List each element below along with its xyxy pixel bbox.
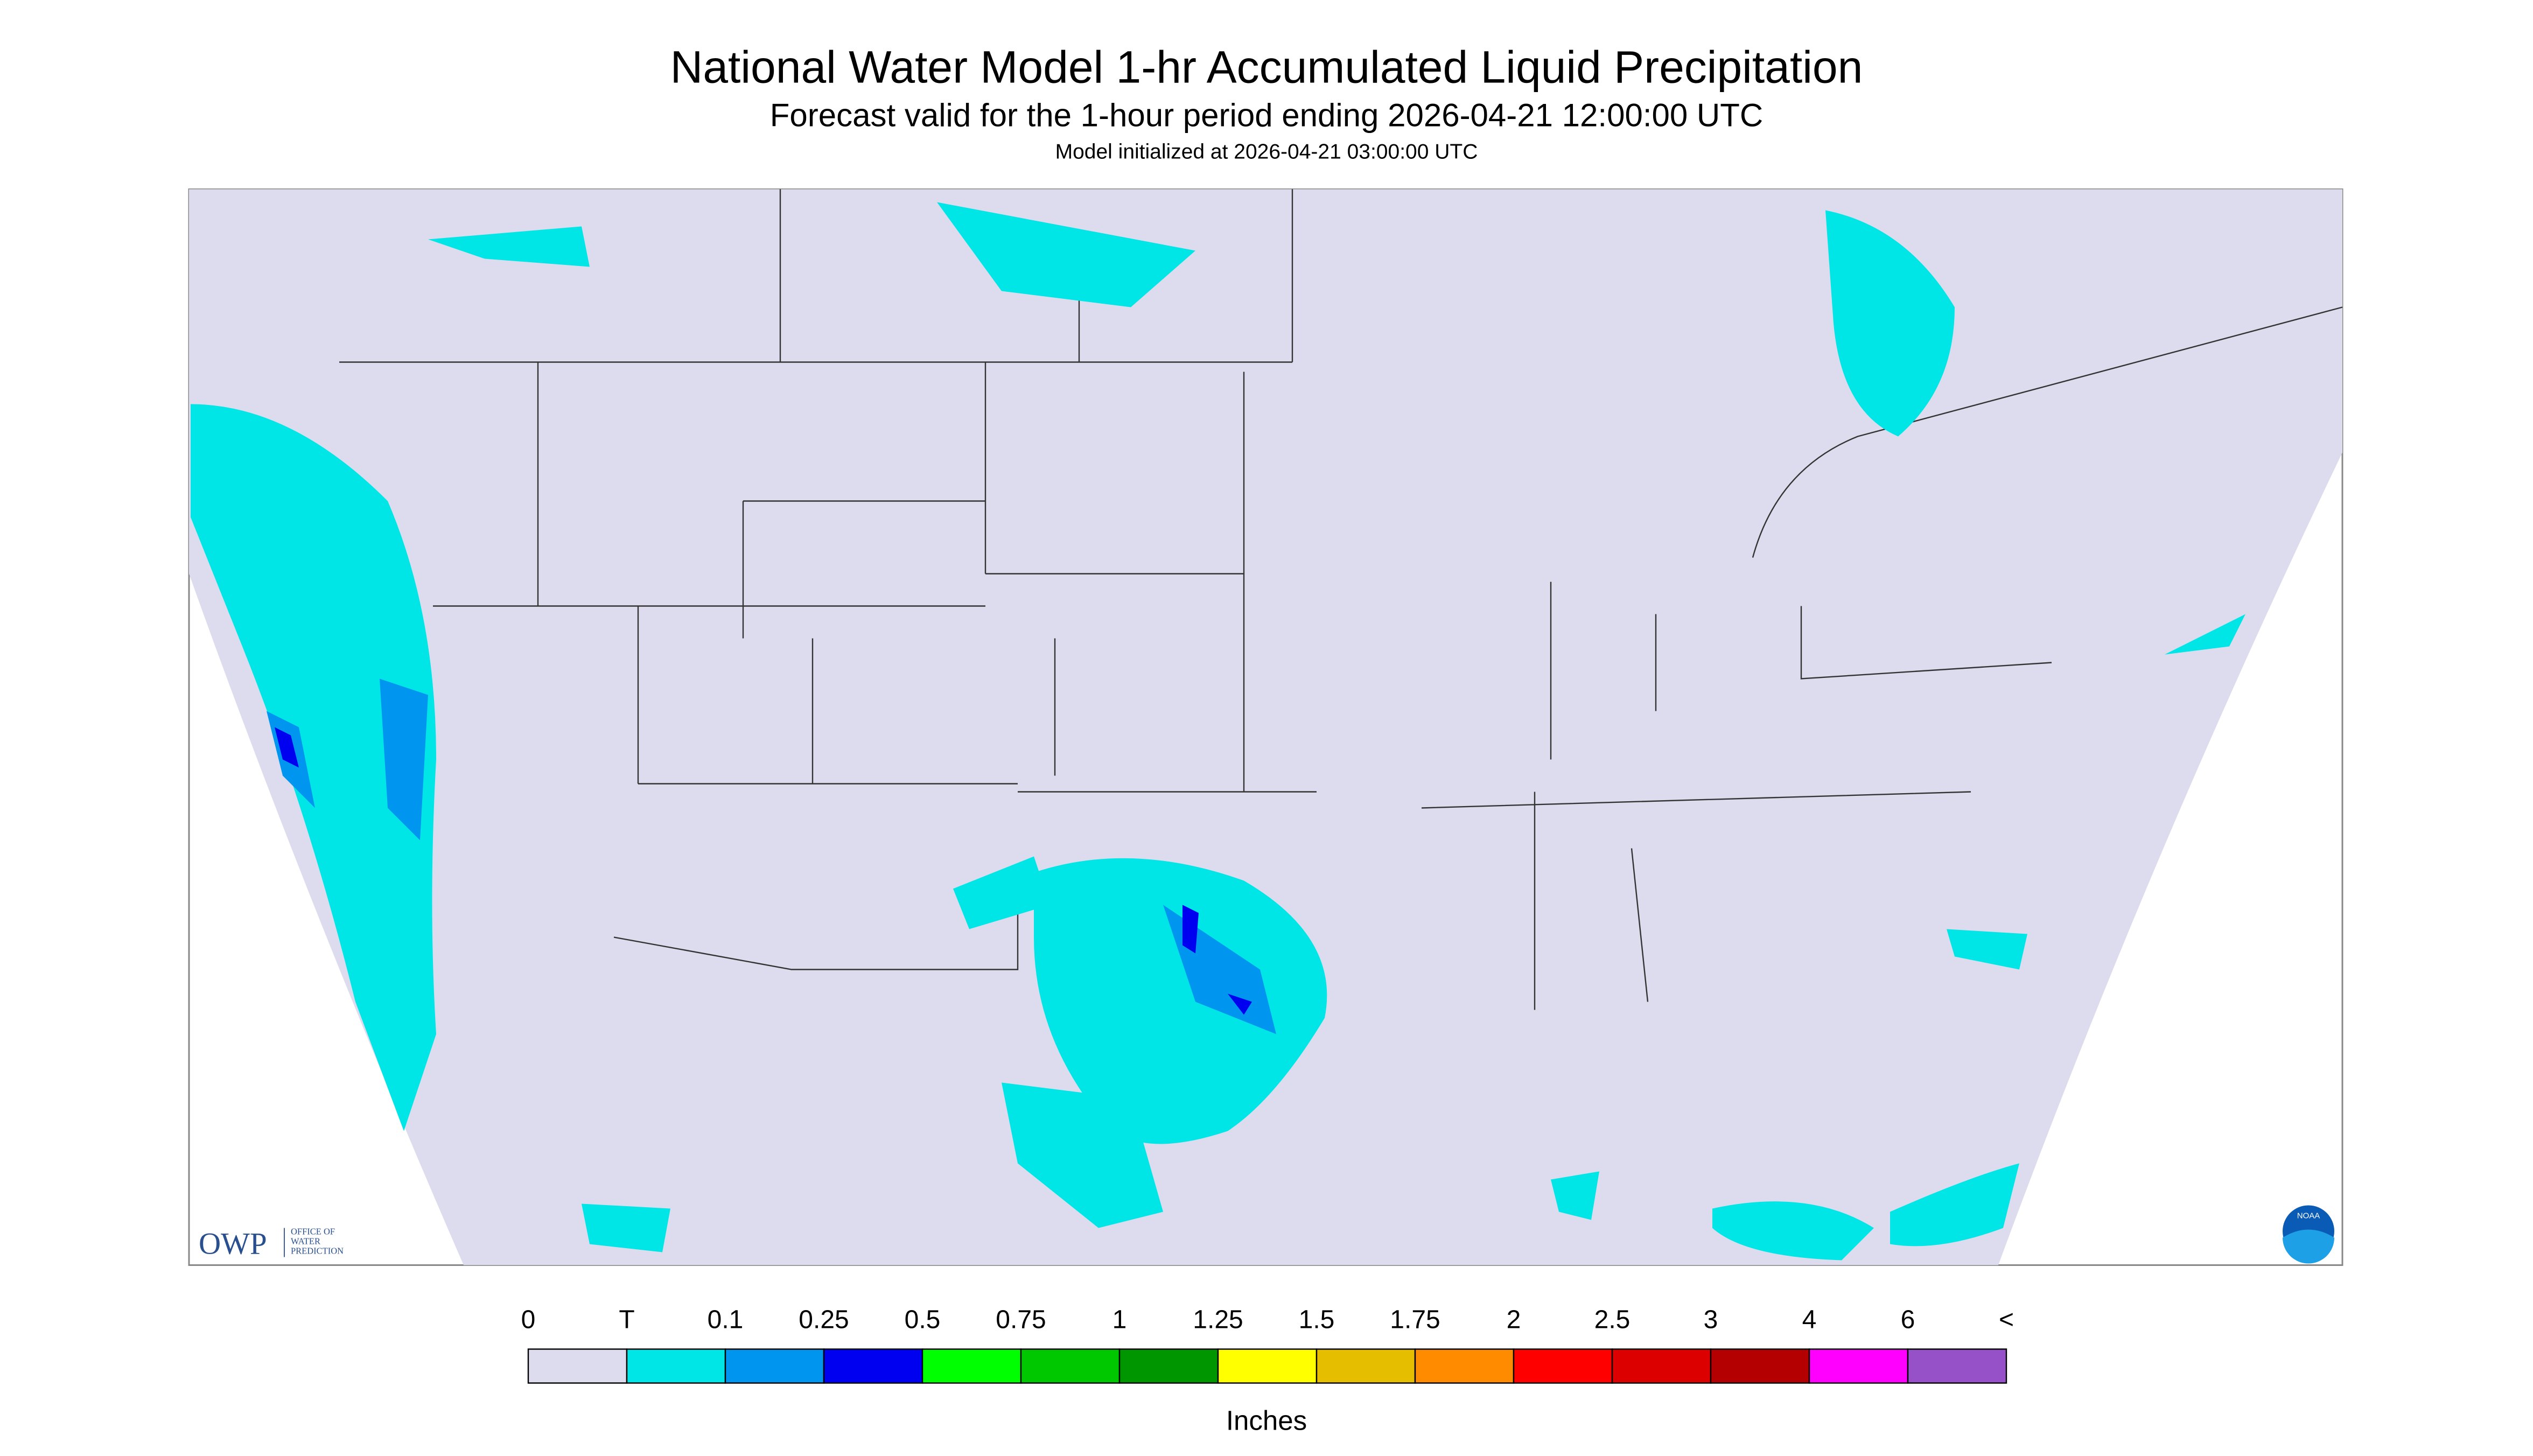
legend: 0 T 0.1 0.25 0.5 0.75 1 1.25 1.5 1.75 2 2.5 3 4 6 < <box>521 1306 2014 1384</box>
legend-swatch <box>724 1348 825 1384</box>
legend-label: 0 <box>521 1306 536 1334</box>
legend-label: 1.25 <box>1193 1306 1243 1334</box>
legend-swatch <box>1414 1348 1515 1384</box>
legend-label: 2.5 <box>1594 1306 1631 1334</box>
legend-swatch <box>1907 1348 2007 1384</box>
legend-label: 2 <box>1507 1306 1521 1334</box>
legend-swatch <box>1710 1348 1810 1384</box>
boundaries <box>339 189 2343 1010</box>
legend-swatch <box>1118 1348 1219 1384</box>
map: OWP OFFICE OF WATER PREDICTION NOAA <box>188 188 2343 1266</box>
legend-swatch <box>1020 1348 1121 1384</box>
legend-label: 4 <box>1802 1306 1817 1334</box>
precip-light <box>191 202 2245 1261</box>
noaa-logo-text: NOAA <box>2297 1212 2320 1221</box>
legend-unit: Inches <box>1226 1405 1307 1436</box>
owp-logo-text: OWP <box>199 1227 267 1261</box>
legend-label: 1 <box>1112 1306 1127 1334</box>
legend-label: 0.5 <box>905 1306 941 1334</box>
legend-swatch <box>823 1348 923 1384</box>
legend-swatch <box>1808 1348 1909 1384</box>
init-time: Model initialized at 2026-04-21 03:00:00… <box>1055 141 1478 164</box>
legend-swatch <box>1513 1348 1613 1384</box>
subtitle: Forecast valid for the 1-hour period end… <box>770 97 1763 134</box>
legend-label: 0.25 <box>799 1306 849 1334</box>
legend-label: T <box>619 1306 634 1334</box>
noaa-logo: NOAA <box>2283 1205 2334 1264</box>
owp-logo-line: OFFICE OF <box>291 1227 335 1237</box>
owp-logo-line: PREDICTION <box>291 1246 344 1256</box>
legend-label: 0.75 <box>996 1306 1046 1334</box>
legend-label: 1.5 <box>1299 1306 1335 1334</box>
legend-label: 3 <box>1704 1306 1718 1334</box>
legend-swatch <box>1316 1348 1416 1384</box>
precip-heavy <box>275 727 1252 1015</box>
title: National Water Model 1-hr Accumulated Li… <box>670 42 1863 93</box>
legend-swatch <box>626 1348 726 1384</box>
legend-label: < <box>1999 1306 2014 1334</box>
legend-label: 6 <box>1901 1306 1915 1334</box>
legend-swatch <box>921 1348 1022 1384</box>
owp-logo: OWP OFFICE OF WATER PREDICTION <box>199 1227 344 1261</box>
legend-swatch <box>1217 1348 1318 1384</box>
legend-swatch <box>527 1348 628 1384</box>
owp-logo-line: WATER <box>291 1236 320 1247</box>
legend-label: 0.1 <box>708 1306 744 1334</box>
map-domain <box>189 189 2342 1265</box>
legend-label: 1.75 <box>1390 1306 1440 1334</box>
legend-swatch <box>1611 1348 1712 1384</box>
